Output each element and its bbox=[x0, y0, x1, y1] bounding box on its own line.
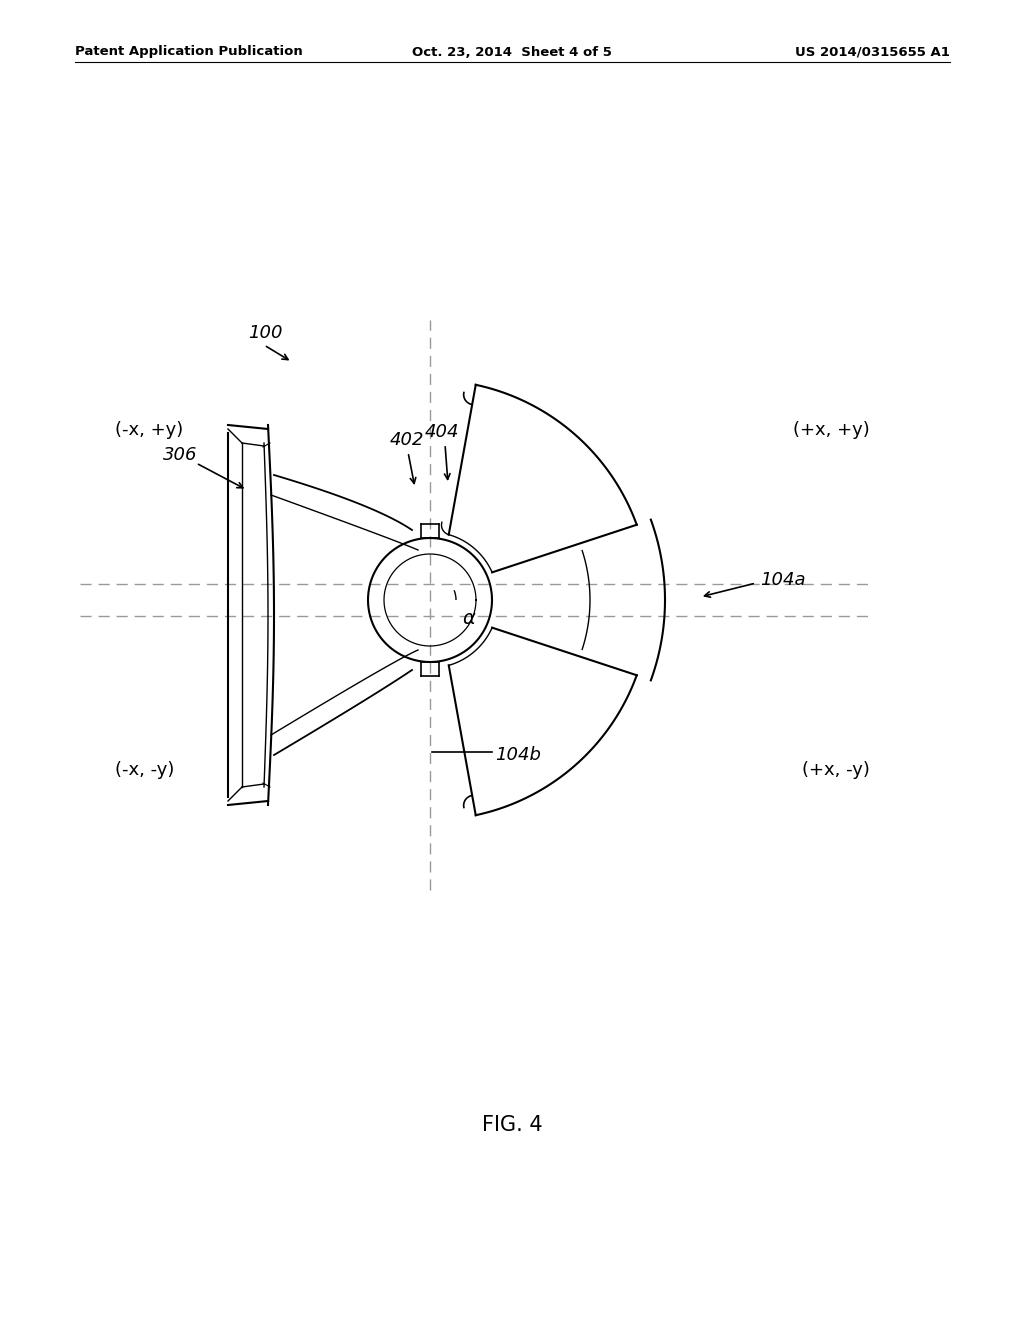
Text: α: α bbox=[462, 609, 475, 627]
Text: 402: 402 bbox=[390, 432, 425, 449]
Text: (-x, -y): (-x, -y) bbox=[115, 762, 174, 779]
Text: (+x, +y): (+x, +y) bbox=[794, 421, 870, 440]
Text: 404: 404 bbox=[425, 422, 460, 441]
Text: (+x, -y): (+x, -y) bbox=[802, 762, 870, 779]
Text: 104a: 104a bbox=[760, 572, 806, 589]
Text: 104b: 104b bbox=[495, 746, 541, 764]
Text: 100: 100 bbox=[248, 323, 283, 342]
Text: US 2014/0315655 A1: US 2014/0315655 A1 bbox=[795, 45, 950, 58]
Text: 306: 306 bbox=[163, 446, 198, 465]
Text: Oct. 23, 2014  Sheet 4 of 5: Oct. 23, 2014 Sheet 4 of 5 bbox=[412, 45, 612, 58]
Text: Patent Application Publication: Patent Application Publication bbox=[75, 45, 303, 58]
Text: (-x, +y): (-x, +y) bbox=[115, 421, 183, 440]
Text: FIG. 4: FIG. 4 bbox=[481, 1115, 543, 1135]
